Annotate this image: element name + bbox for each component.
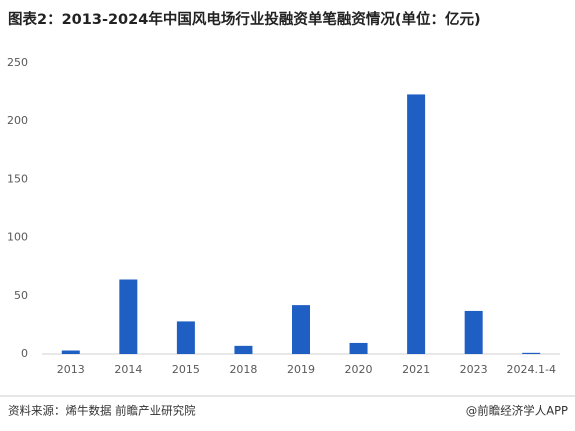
x-tick-label: 2018 <box>229 363 257 376</box>
x-tick-label: 2015 <box>172 363 200 376</box>
y-tick-label: 200 <box>7 114 28 127</box>
x-tick-label: 2013 <box>57 363 85 376</box>
y-tick-label: 250 <box>7 56 28 69</box>
credit: @前瞻经济学人APP <box>466 404 568 418</box>
x-tick-label: 2020 <box>345 363 373 376</box>
y-tick-label: 150 <box>7 172 28 185</box>
y-tick-label: 0 <box>21 347 28 360</box>
chart-title: 图表2：2013-2024年中国风电场行业投融资单笔融资情况(单位：亿元) <box>8 10 481 28</box>
x-tick-label: 2023 <box>460 363 488 376</box>
source-note: 资料来源：烯牛数据 前瞻产业研究院 <box>8 404 196 418</box>
bar <box>119 279 138 354</box>
bar <box>464 310 483 354</box>
x-tick-label: 2024.1-4 <box>506 363 555 376</box>
bar <box>234 345 253 354</box>
bar <box>61 350 80 354</box>
y-tick-label: 100 <box>7 231 28 244</box>
bar <box>349 342 368 354</box>
x-tick-label: 2014 <box>114 363 142 376</box>
y-tick-label: 50 <box>14 289 28 302</box>
bar <box>176 321 195 354</box>
bar <box>522 352 541 354</box>
bar <box>292 305 310 354</box>
bar <box>407 94 426 354</box>
x-tick-label: 2021 <box>402 363 430 376</box>
x-tick-label: 2019 <box>287 363 315 376</box>
